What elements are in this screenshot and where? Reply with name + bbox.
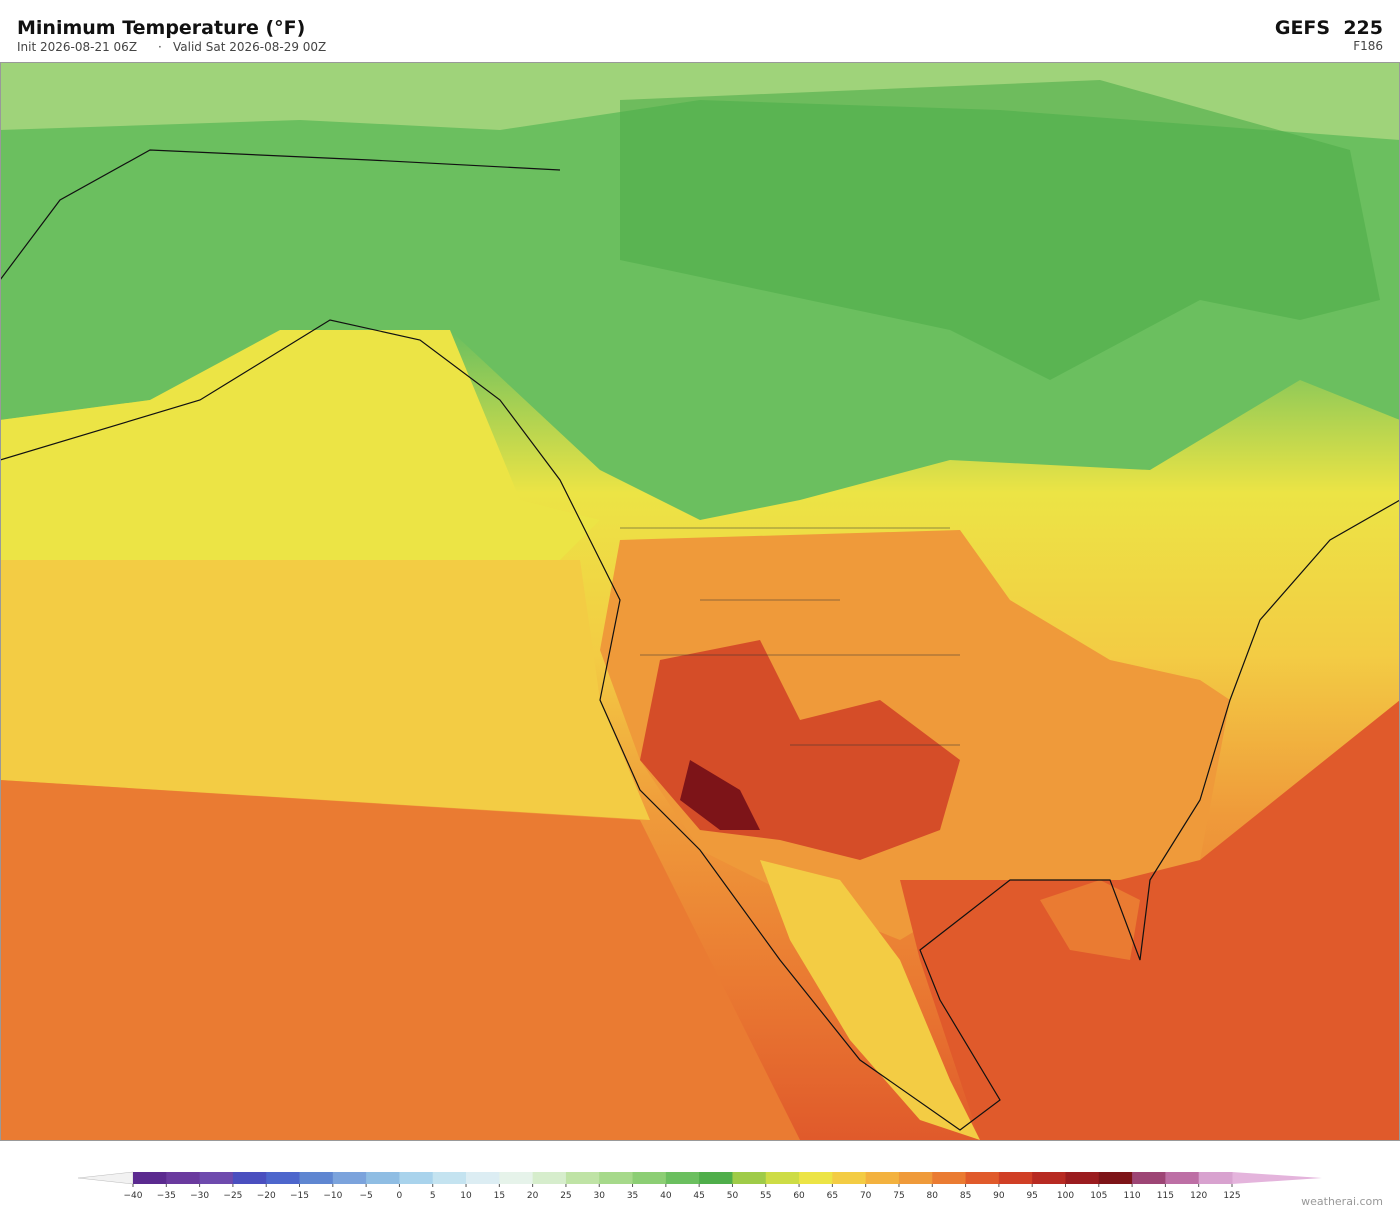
- valid-time: Valid Sat 2026-08-29 00Z: [173, 40, 326, 54]
- colorbar-bin: [299, 1172, 334, 1184]
- colorbar-over: [1232, 1172, 1322, 1184]
- colorbar-tick-label: −15: [290, 1191, 309, 1201]
- coastline: [0, 149, 1400, 1131]
- colorbar-bin: [632, 1172, 667, 1184]
- model-name: GEFS 225: [1275, 17, 1383, 39]
- colorbar-tick-label: −30: [190, 1191, 209, 1201]
- colorbar-tick-label: 20: [527, 1191, 539, 1201]
- colorbar-bin: [832, 1172, 867, 1184]
- colorbar-tick-label: 45: [693, 1191, 704, 1201]
- credit: weatherai.com: [1301, 1195, 1383, 1208]
- colorbar-bin: [1098, 1172, 1133, 1184]
- colorbar-bin: [499, 1172, 534, 1184]
- colorbar-bin: [232, 1172, 267, 1184]
- forecast-hour: F186: [1353, 39, 1383, 53]
- colorbar-tick-label: 0: [397, 1191, 403, 1201]
- colorbar-tick-label: 120: [1190, 1191, 1207, 1201]
- colorbar-tick-label: 70: [860, 1191, 872, 1201]
- florida: [1040, 880, 1140, 960]
- separator: ·: [158, 40, 162, 54]
- desert-core: [680, 760, 760, 830]
- colorbar-bin: [699, 1172, 733, 1184]
- colorbar-tick-label: 75: [893, 1191, 904, 1201]
- colorbar-bin: [865, 1172, 900, 1184]
- colorbar-bin: [1132, 1172, 1166, 1184]
- colorbar-bin: [765, 1172, 800, 1184]
- init-time: Init 2026-08-21 06Z: [17, 40, 137, 54]
- colorbar-tick-label: 125: [1223, 1191, 1240, 1201]
- colorbar-bin: [932, 1172, 967, 1184]
- colorbar-tick-label: 50: [727, 1191, 739, 1201]
- map: [0, 62, 1400, 1140]
- colorbar-tick-label: 35: [627, 1191, 638, 1201]
- colorbar-tick-label: 85: [960, 1191, 971, 1201]
- colorbar-bin: [799, 1172, 833, 1184]
- colorbar-bin: [432, 1172, 467, 1184]
- colorbar-bin: [199, 1172, 234, 1184]
- colorbar-tick-label: 55: [760, 1191, 771, 1201]
- colorbar-bin: [565, 1172, 600, 1184]
- colorbar-bin: [466, 1172, 500, 1184]
- colorbar-tick-label: 105: [1090, 1191, 1107, 1201]
- colorbar: −40 −35 −30 −25 −20 −15 −10 −5 0 5 10 15 20 25 30 35 40 4…: [77, 1171, 1322, 1201]
- colorbar-tick-label: 60: [793, 1191, 805, 1201]
- colorbar-tick-label: 80: [927, 1191, 939, 1201]
- mexico-highlands: [760, 860, 980, 1140]
- colorbar-bin: [665, 1172, 700, 1184]
- colorbar-tick-label: 100: [1057, 1191, 1074, 1201]
- colorbar-bin: [366, 1172, 400, 1184]
- borders: [620, 527, 960, 746]
- colorbar-bin: [1032, 1172, 1066, 1184]
- colorbar-tick-label: 65: [827, 1191, 838, 1201]
- colorbar-bin: [266, 1172, 301, 1184]
- colorbar-bin: [599, 1172, 634, 1184]
- colorbar-tick-label: −35: [157, 1191, 176, 1201]
- colorbar-tick-label: −40: [124, 1191, 143, 1201]
- colorbar-tick-label: −25: [223, 1191, 242, 1201]
- colorbar-bin: [532, 1172, 567, 1184]
- colorbar-tick-label: 5: [430, 1191, 436, 1201]
- colorbar-tick-label: 90: [993, 1191, 1005, 1201]
- colorbar-bin: [133, 1172, 167, 1184]
- colorbar-tick-label: −10: [323, 1191, 342, 1201]
- colorbar-tick-label: 25: [560, 1191, 571, 1201]
- pacific-mid: [0, 560, 650, 820]
- arctic-ocean: [0, 62, 1400, 140]
- gulf-atlantic: [900, 700, 1400, 1140]
- colorbar-tick-label: 95: [1026, 1191, 1037, 1201]
- colorbar-bin: [898, 1172, 933, 1184]
- colorbar-tick-label: 15: [494, 1191, 505, 1201]
- colorbar-tick-label: 110: [1123, 1191, 1140, 1201]
- colorbar-bin: [166, 1172, 201, 1184]
- colorbar-bin: [732, 1172, 767, 1184]
- colorbar-bin: [1065, 1172, 1100, 1184]
- colorbar-tick-label: 115: [1157, 1191, 1174, 1201]
- colorbar-bin: [399, 1172, 434, 1184]
- colorbar-bin: [998, 1172, 1033, 1184]
- colorbar-bin: [1198, 1172, 1233, 1184]
- colorbar-tick-label: 10: [460, 1191, 472, 1201]
- colorbar-bin: [1165, 1172, 1200, 1184]
- pacific-south: [0, 780, 800, 1140]
- colorbar-tick-label: −20: [257, 1191, 276, 1201]
- colorbar-under: [77, 1171, 134, 1185]
- colorbar-tick-label: 40: [660, 1191, 672, 1201]
- pacific-north: [0, 330, 600, 560]
- colorbar-bin: [965, 1172, 1000, 1184]
- colorbar-tick-label: 30: [594, 1191, 606, 1201]
- colorbar-bin: [332, 1172, 367, 1184]
- canada-north: [620, 80, 1380, 380]
- colorbar-tick-label: −5: [359, 1191, 372, 1201]
- map-title: Minimum Temperature (°F): [17, 17, 305, 39]
